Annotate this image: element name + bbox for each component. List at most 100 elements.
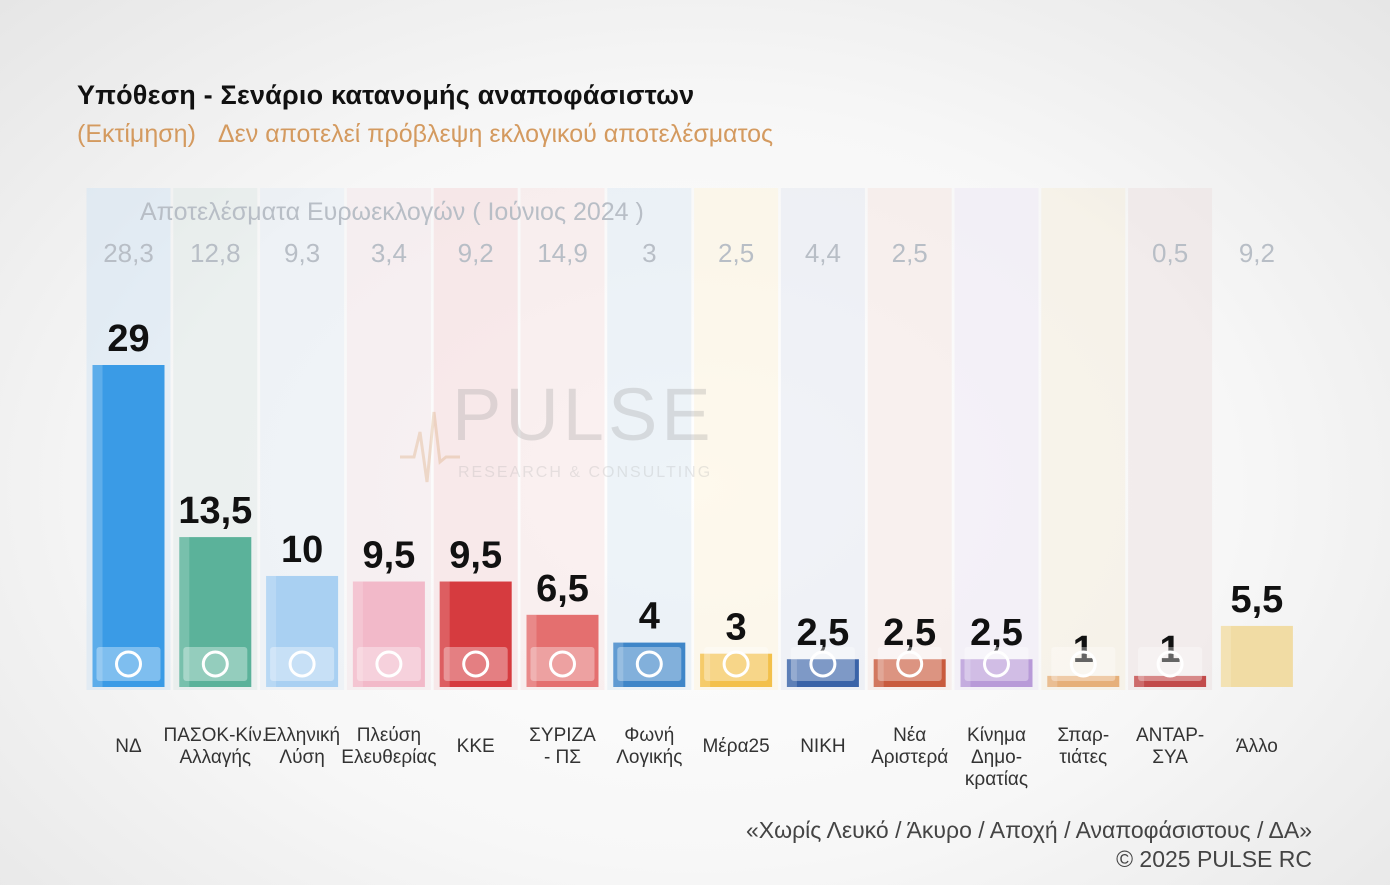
logo-mark	[722, 650, 750, 678]
chart-title: Υπόθεση - Σενάριο κατανομής αναποφάσιστω…	[77, 80, 695, 110]
value-label: 10	[281, 529, 323, 571]
bar	[613, 642, 686, 687]
bar-highlight	[873, 659, 884, 687]
logo-badge-bg	[877, 647, 942, 681]
bar	[1047, 675, 1120, 687]
bar-highlight	[1220, 625, 1231, 687]
euro-2024-value: 9,2	[1239, 238, 1275, 268]
watermark-subtitle: RESEARCH & CONSULTING	[458, 464, 713, 481]
category-label: Μέρα25	[702, 736, 769, 757]
value-label: 6,5	[536, 568, 589, 610]
bar	[1220, 625, 1293, 687]
category-label: ΝΙΚΗ	[800, 736, 845, 757]
bar-highlight	[526, 614, 537, 687]
category-label: ΚΚΕ	[457, 736, 495, 757]
category-label: ΣΥΡΙΖΑ - ΠΣ	[529, 725, 596, 768]
category-label: Νέα Αριστερά	[871, 725, 948, 768]
value-label: 4	[639, 596, 660, 638]
category-label: ΑΝΤΑΡ-ΣΥΑ	[1136, 725, 1204, 768]
antarsya-logo-icon	[1138, 647, 1203, 681]
niki-logo-icon	[790, 647, 855, 681]
bar-highlight	[439, 581, 450, 687]
bar-highlight	[613, 642, 624, 687]
foni-logikis-icon	[617, 647, 682, 681]
value-label: 2,5	[883, 612, 936, 654]
category-label: ΠΑΣΟΚ-Κίν. Αλλαγής	[164, 725, 268, 768]
euro-2024-value: 2,5	[718, 238, 754, 268]
logo-mark	[1069, 650, 1097, 678]
spartiates-helmet-icon	[1051, 647, 1116, 681]
logo-mark	[983, 650, 1010, 678]
bar	[266, 575, 339, 687]
euro-2024-value: 12,8	[190, 238, 241, 268]
bar	[873, 659, 946, 687]
category-label-line: Φωνή	[624, 725, 674, 746]
category-label-line: Μέρα25	[702, 736, 769, 757]
value-label: 5,5	[1230, 579, 1283, 621]
category-label-line: ΠΑΣΟΚ-Κίν.	[164, 725, 268, 746]
category-label: Κίνημα Δημο-κρατίας	[965, 725, 1028, 790]
category-label-line: Νέα	[893, 725, 926, 746]
column-band	[867, 188, 952, 690]
kke-logo-icon	[443, 647, 508, 681]
logo-badge-bg	[183, 647, 248, 681]
plefsi-ship-icon	[356, 647, 421, 681]
subtitle-estimate: (Εκτίμηση)	[77, 120, 196, 148]
bar-highlight	[1134, 675, 1145, 687]
euro-2024-value: 4,4	[805, 238, 841, 268]
category-label-line: ΣΥΑ	[1152, 747, 1188, 768]
logo-badge-bg	[617, 647, 682, 681]
column-band	[954, 188, 1039, 690]
logo-mark	[201, 650, 229, 678]
watermark-word: PULSE	[452, 373, 715, 456]
euro-2024-value: 3,4	[371, 238, 407, 268]
category-label-line: ΝΙΚΗ	[800, 736, 845, 757]
bar	[92, 365, 165, 687]
category-label-line: Πλεύση	[357, 725, 421, 746]
category-label-line: Λογικής	[616, 747, 682, 768]
value-label: 9,5	[362, 535, 415, 577]
subtitle-disclaimer: Δεν αποτελεί πρόβλεψη εκλογικού αποτελέσ…	[217, 120, 774, 148]
bar	[179, 537, 252, 687]
euro-2024-value: 14,9	[537, 238, 588, 268]
logo-badge-bg	[96, 647, 161, 681]
category-label: Ελληνική Λύση	[264, 725, 340, 768]
logo-badge-bg	[704, 647, 769, 681]
value-label: 13,5	[178, 490, 252, 532]
pulse-heartbeat-icon	[400, 411, 460, 483]
bar	[1134, 675, 1207, 687]
value-label: 3	[726, 607, 747, 649]
value-label: 29	[107, 318, 149, 360]
logo-mark	[1156, 650, 1184, 678]
logo-badge-bg	[1138, 647, 1203, 681]
bar-highlight	[786, 659, 797, 687]
pasok-sun-icon	[183, 647, 248, 681]
nd-logo-icon	[96, 647, 161, 681]
category-label-line: ΑΝΤΑΡ-	[1136, 725, 1204, 746]
logo-mark	[462, 650, 490, 678]
bar-highlight	[92, 365, 103, 687]
euro-2024-value: 3	[642, 238, 656, 268]
footer-note: «Χωρίς Λευκό / Άκυρο / Αποχή / Αναποφάσι…	[745, 817, 1312, 843]
column-band	[780, 188, 865, 690]
bar-highlight	[266, 575, 277, 687]
value-label: 1	[1073, 629, 1094, 671]
category-label-line: Σπαρ-	[1057, 725, 1109, 746]
category-label: Πλεύση Ελευθερίας	[341, 725, 436, 768]
elliniki-lysi-compass-icon	[270, 647, 335, 681]
logo-mark	[809, 650, 837, 678]
value-label: 2,5	[796, 612, 849, 654]
bar-highlight	[960, 659, 971, 687]
logo-badge-bg	[270, 647, 335, 681]
category-label-line: Αριστερά	[871, 747, 948, 768]
category-label: Φωνή Λογικής	[616, 725, 682, 768]
value-label: 9,5	[449, 535, 502, 577]
column-band	[607, 188, 692, 690]
chart-subtitle: (Εκτίμηση) Δεν αποτελεί πρόβλεψη εκλογικο…	[77, 120, 773, 149]
column-band	[1041, 188, 1126, 690]
euro-2024-value: 2,5	[892, 238, 928, 268]
category-label-line: Αλλαγής	[180, 747, 252, 768]
column-band	[520, 188, 605, 690]
category-label-line: ΝΔ	[115, 736, 142, 757]
